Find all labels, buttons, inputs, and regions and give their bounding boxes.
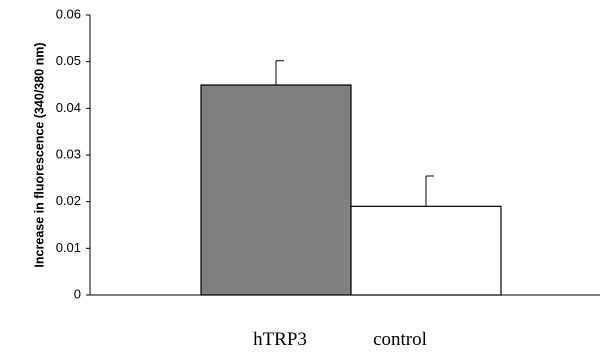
- x-tick-label: hTRP3: [253, 329, 307, 350]
- category-labels: hTRP3 control: [253, 329, 427, 350]
- y-tick-label: 0: [74, 286, 81, 301]
- bar-hTRP3: [200, 84, 352, 296]
- y-axis-label: Increase in fluorescence (340/380 nm): [32, 42, 46, 267]
- y-tick-label: 0.04: [56, 100, 81, 115]
- y-axis: 0 0.01 0.02 0.03 0.04 0.05 0.06: [56, 6, 90, 301]
- bars: [200, 60, 502, 296]
- y-tick-label: 0.05: [56, 53, 81, 68]
- y-tick-label: 0.01: [56, 240, 81, 255]
- y-tick-label: 0.02: [56, 193, 81, 208]
- x-tick-label: control: [373, 329, 427, 350]
- bar-control: [350, 205, 502, 296]
- y-tick-label: 0.06: [56, 6, 81, 21]
- y-tick-label: 0.03: [56, 146, 81, 161]
- axes: [89, 15, 600, 296]
